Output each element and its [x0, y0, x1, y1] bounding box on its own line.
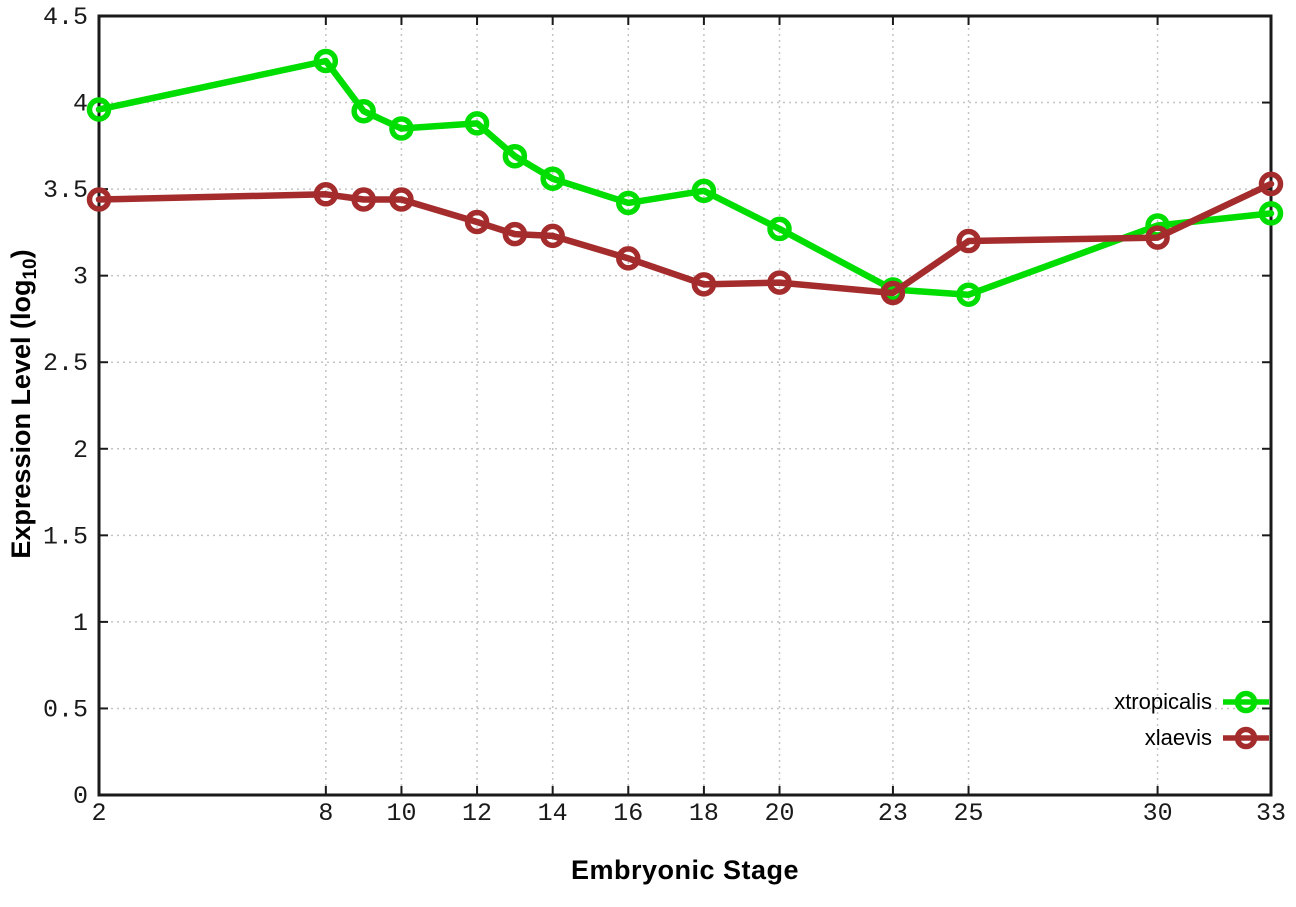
- data-point-xtropicalis-stage-13: [502, 143, 528, 169]
- x-tick-label: 16: [613, 799, 643, 828]
- data-point-xlaevis-stage-8: [313, 182, 339, 207]
- data-point-xlaevis-stage-30: [1145, 225, 1170, 250]
- data-point-xlaevis-stage-13: [502, 221, 528, 247]
- x-tick-label: 30: [1143, 799, 1173, 828]
- data-point-xtropicalis-stage-9: [351, 98, 376, 124]
- series-xlaevis: [86, 171, 1284, 306]
- legend: xtropicalis xlaevis: [1114, 686, 1270, 754]
- legend-label-xtropicalis: xtropicalis: [1114, 689, 1212, 714]
- x-tick-label: 8: [318, 799, 333, 828]
- y-axis-title-close: ): [6, 249, 36, 259]
- data-point-xlaevis-stage-23: [880, 280, 906, 306]
- data-point-xtropicalis-stage-18: [691, 178, 717, 204]
- data-point-xtropicalis-stage-20: [767, 216, 792, 242]
- y-tick-label: 4: [73, 90, 88, 119]
- y-tick-label: 2: [73, 436, 88, 465]
- y-tick-label: 1.5: [43, 522, 88, 551]
- legend-label-xlaevis: xlaevis: [1144, 725, 1212, 750]
- x-tick-label: 18: [689, 799, 719, 828]
- gridlines: [98, 15, 1272, 796]
- x-tick-label: 25: [954, 799, 984, 828]
- data-point-xtropicalis-stage-12: [464, 111, 490, 136]
- x-tick-label: 20: [765, 799, 795, 828]
- x-tick-label: 33: [1256, 799, 1286, 828]
- y-axis-title-text: Expression Level (log: [6, 279, 36, 559]
- data-point-xlaevis-stage-18: [691, 272, 717, 297]
- data-point-xlaevis-stage-16: [616, 246, 641, 271]
- x-axis-title: Embryonic Stage: [570, 855, 800, 885]
- legend-entry-xlaevis: xlaevis: [1145, 722, 1270, 754]
- legend-entry-xtropicalis: xtropicalis: [1114, 686, 1270, 718]
- y-tick-label: 3.5: [43, 176, 88, 205]
- data-point-xtropicalis-stage-14: [540, 166, 565, 191]
- y-tick-label: 1: [73, 609, 88, 638]
- y-tick-label: 0: [73, 782, 88, 811]
- data-point-xtropicalis-stage-25: [956, 282, 981, 307]
- x-tick-label: 10: [386, 799, 416, 828]
- plot-border: [97, 14, 1273, 797]
- y-axis-title-subscript: 10: [20, 258, 41, 280]
- data-point-xtropicalis-stage-10: [389, 116, 414, 141]
- data-point-xlaevis-stage-9: [351, 187, 376, 212]
- y-tick-label: 3: [73, 263, 88, 292]
- data-point-xlaevis-stage-14: [540, 223, 565, 249]
- series-xtropicalis-line: [95, 57, 1275, 298]
- data-point-xlaevis-stage-2: [86, 187, 112, 212]
- series-xlaevis-line: [95, 180, 1275, 297]
- legend-marker-xtropicalis-icon: [1223, 690, 1269, 714]
- data-point-xlaevis-stage-12: [464, 209, 490, 235]
- tick-marks: [98, 15, 1272, 796]
- x-tick-label: 14: [538, 799, 568, 828]
- y-tick-label: 0.5: [43, 695, 88, 724]
- data-point-xlaevis-stage-20: [767, 270, 792, 295]
- legend-marker-xlaevis-icon: [1223, 726, 1269, 750]
- data-point-xtropicalis-stage-8: [313, 48, 339, 74]
- y-tick-label: 4.5: [43, 3, 88, 32]
- x-tick-label: 2: [91, 799, 106, 828]
- data-point-xtropicalis-stage-16: [616, 190, 641, 216]
- x-tick-label: 12: [462, 799, 492, 828]
- series-xtropicalis: [86, 48, 1284, 307]
- x-tick-label: 23: [878, 799, 908, 828]
- data-point-xlaevis-stage-25: [956, 228, 981, 254]
- data-point-xtropicalis-stage-2: [86, 97, 112, 122]
- data-point-xlaevis-stage-33: [1258, 171, 1284, 197]
- data-point-xlaevis-stage-10: [389, 187, 414, 212]
- y-tick-label: 2.5: [43, 349, 88, 378]
- data-point-xtropicalis-stage-33: [1258, 201, 1284, 226]
